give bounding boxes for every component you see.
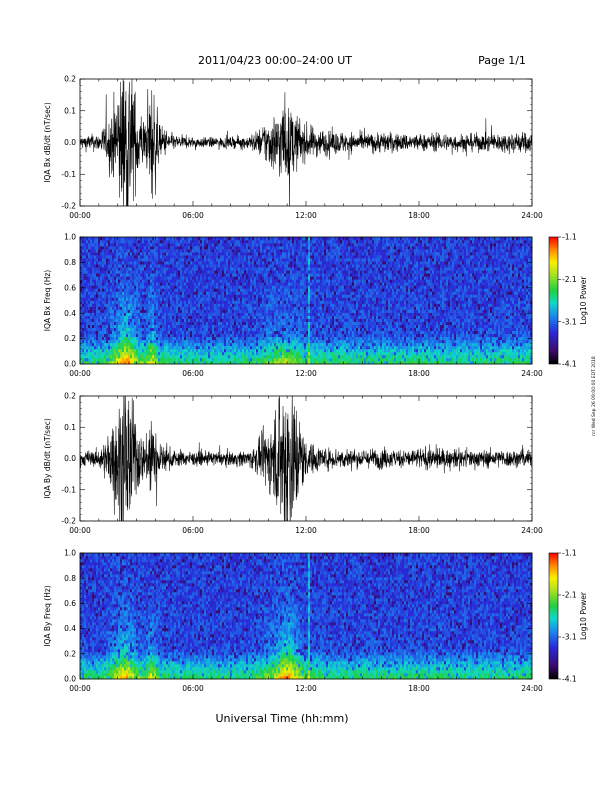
y-tick-label: 0.8 <box>64 258 76 267</box>
x-tick-label: 12:00 <box>295 526 317 535</box>
y-tick-label: 0.0 <box>64 454 76 463</box>
y-tick-label: 0.0 <box>64 675 76 684</box>
x-tick-label: 06:00 <box>182 526 204 535</box>
colorbar-label: Log10 Power <box>579 591 588 640</box>
y-tick-label: 0.1 <box>64 106 76 115</box>
x-tick-label: 00:00 <box>69 526 91 535</box>
y-tick-label: 0.0 <box>64 138 76 147</box>
y-tick-label: -0.2 <box>61 517 76 526</box>
colorbar-tick-label: -3.1 <box>562 317 577 326</box>
spectrogram-cells <box>80 237 532 364</box>
colorbar-tick-label: -4.1 <box>562 675 577 684</box>
y-tick-label: 0.0 <box>64 360 76 369</box>
x-tick-label: 24:00 <box>521 211 543 220</box>
colorbar-tick-label: -3.1 <box>562 633 577 642</box>
y-tick-label: 0.2 <box>64 392 76 401</box>
x-tick-label: 00:00 <box>69 684 91 693</box>
colorbar-label: Log10 Power <box>579 276 588 325</box>
x-tick-label: 24:00 <box>521 526 543 535</box>
x-tick-label: 12:00 <box>295 211 317 220</box>
page-label: Page 1/1 <box>478 54 526 67</box>
x-tick-label: 18:00 <box>408 684 430 693</box>
y-tick-label: 1.0 <box>64 549 76 558</box>
y-tick-label: -0.2 <box>61 202 76 211</box>
y-tick-label: -0.1 <box>61 170 76 179</box>
x-tick-label: 00:00 <box>69 211 91 220</box>
colorbar-tick-label: -2.1 <box>562 591 577 600</box>
by-spectrogram-panel: 00:00 06:00 12:00 18:00 24:00 0.0 0.2 0.4 0.6 0.8… <box>43 549 588 693</box>
waveform-trace <box>80 73 532 213</box>
colorbar-tick-label: -1.1 <box>562 233 577 242</box>
x-tick-label: 18:00 <box>408 526 430 535</box>
x-tick-label: 06:00 <box>182 211 204 220</box>
y-tick-label: 0.8 <box>64 574 76 583</box>
colorbar-tick-label: -2.1 <box>562 275 577 284</box>
x-tick-label: 24:00 <box>521 369 543 378</box>
x-tick-label: 24:00 <box>521 684 543 693</box>
bx-waveform-panel: 00:00 06:00 12:00 18:00 24:00 -0.2 -0.1 0.0 0.1 0… <box>43 73 543 220</box>
spectrogram-cells <box>80 553 532 679</box>
y-tick-label: 0.6 <box>64 599 76 608</box>
waveform-trace <box>80 390 532 528</box>
y-axis-label: IQA By dB/dt (nT/sec) <box>43 418 52 499</box>
figure-title: 2011/04/23 00:00–24:00 UT <box>198 54 352 67</box>
x-tick-label: 06:00 <box>182 684 204 693</box>
side-stamp: rcr Wed Sep 26 09:00:00 EDT 2018 <box>591 356 597 436</box>
x-tick-label: 18:00 <box>408 369 430 378</box>
y-axis-label: IQA Bx dB/dt (nT/sec) <box>43 102 52 183</box>
x-tick-label: 00:00 <box>69 369 91 378</box>
by-waveform-panel: 00:00 06:00 12:00 18:00 24:00 -0.2 -0.1 0.0 0.1 0… <box>43 390 543 535</box>
x-tick-label: 12:00 <box>295 369 317 378</box>
y-tick-label: 0.2 <box>64 75 76 84</box>
y-tick-label: 1.0 <box>64 233 76 242</box>
x-tick-label: 18:00 <box>408 211 430 220</box>
colorbar-tick-label: -1.1 <box>562 549 577 558</box>
colorbar <box>549 237 558 364</box>
y-axis-label: IQA Bx Freq (Hz) <box>43 270 52 332</box>
colorbar <box>549 553 558 679</box>
y-tick-label: -0.1 <box>61 485 76 494</box>
y-axis-label: IQA By Freq (Hz) <box>43 585 52 647</box>
y-tick-label: 0.2 <box>64 334 76 343</box>
colorbar-tick-label: -4.1 <box>562 360 577 369</box>
x-tick-label: 06:00 <box>182 369 204 378</box>
y-tick-label: 0.6 <box>64 283 76 292</box>
y-tick-label: 0.2 <box>64 649 76 658</box>
bx-spectrogram-panel: 00:00 06:00 12:00 18:00 24:00 0.0 0.2 0.4 0.6 0.8… <box>43 233 588 378</box>
y-tick-label: 0.4 <box>64 624 76 633</box>
x-tick-label: 12:00 <box>295 684 317 693</box>
y-tick-label: 0.4 <box>64 309 76 318</box>
x-axis-label: Universal Time (hh:mm) <box>216 712 349 725</box>
y-tick-label: 0.1 <box>64 423 76 432</box>
